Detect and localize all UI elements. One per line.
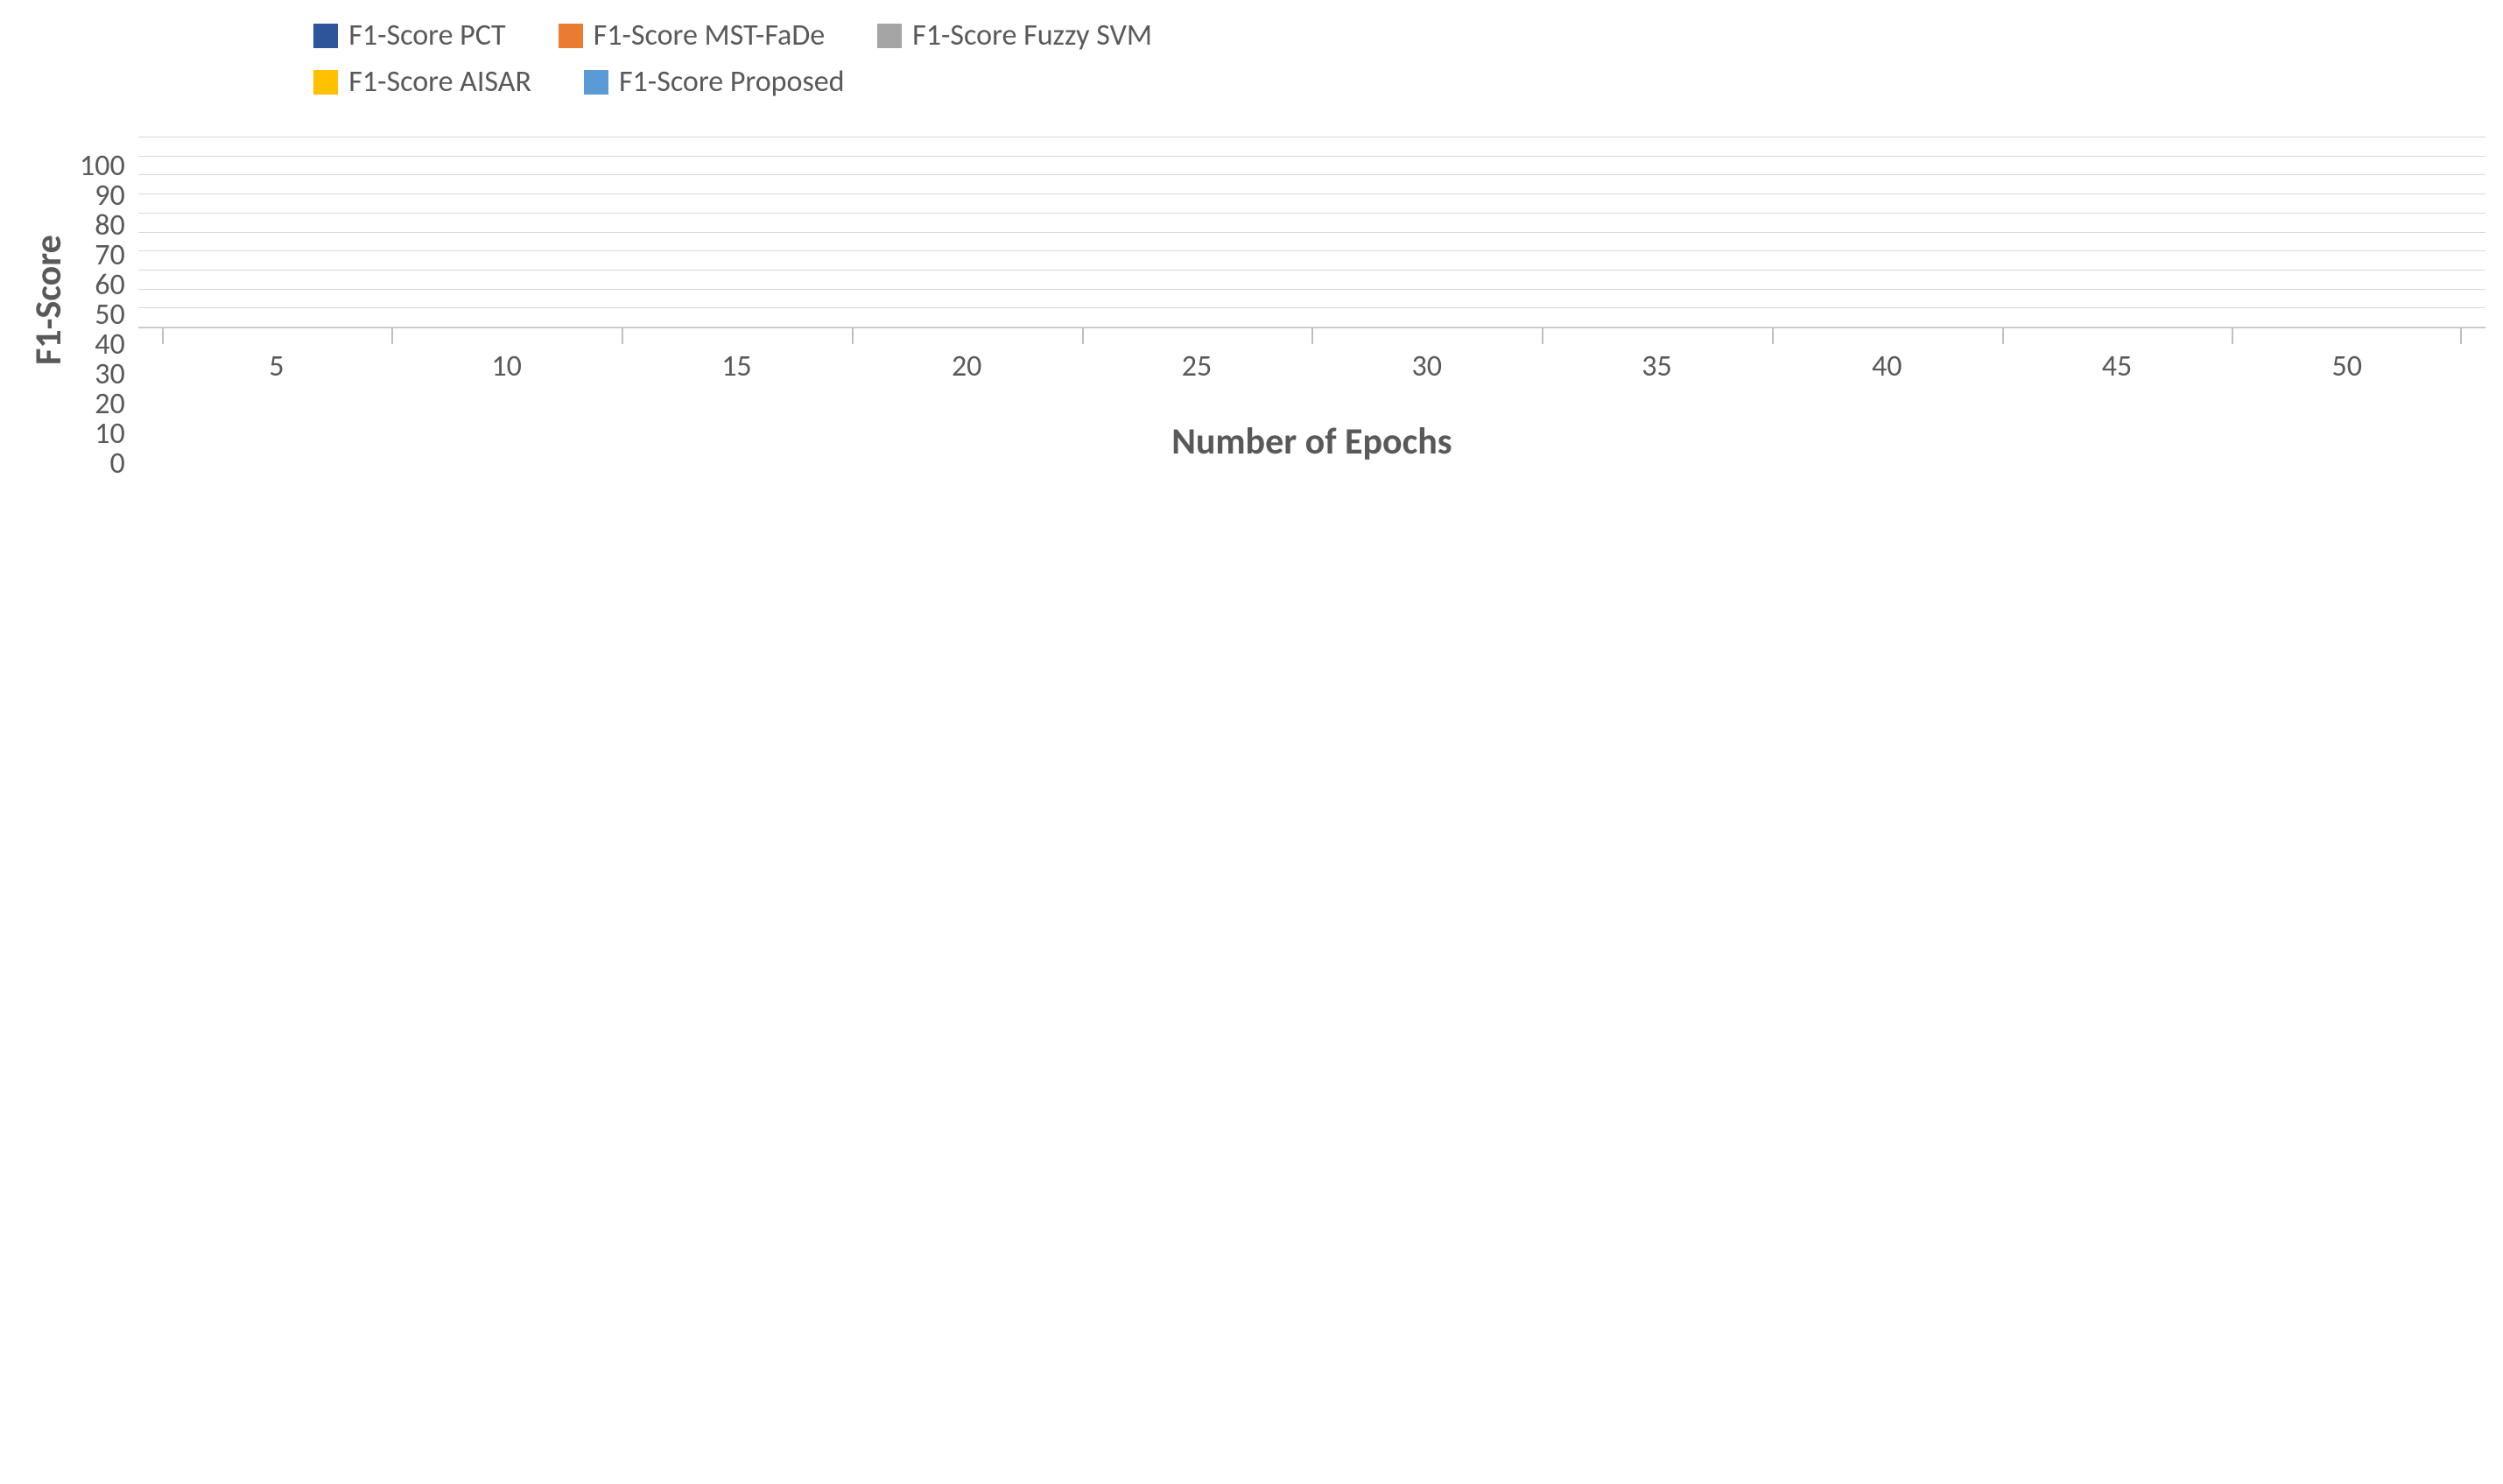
legend-item: F1-Score Proposed <box>584 64 845 100</box>
x-axis-title: Number of Epochs <box>138 419 2485 464</box>
x-tick-mark <box>2002 328 2232 344</box>
x-tick-label: 10 <box>391 348 622 384</box>
x-tick-mark <box>2232 328 2462 344</box>
y-tick-label: 70 <box>80 241 125 271</box>
x-tick-label: 40 <box>1772 348 2002 384</box>
y-tick-label: 40 <box>80 330 125 360</box>
x-tick-label: 25 <box>1082 348 1312 384</box>
legend-swatch <box>584 70 608 95</box>
legend-label: F1-Score Fuzzy SVM <box>912 18 1152 53</box>
legend-label: F1-Score MST-FaDe <box>594 18 826 53</box>
legend: F1-Score PCT F1-Score MST-FaDe F1-Score Fu… <box>18 18 2485 110</box>
x-tick-mark <box>391 328 622 344</box>
legend-label: F1-Score Proposed <box>619 64 845 100</box>
legend-item: F1-Score PCT <box>313 18 505 53</box>
x-tick-mark <box>162 328 392 344</box>
y-tick-label: 0 <box>80 449 125 479</box>
legend-label: F1-Score PCT <box>348 18 505 53</box>
x-tick-mark <box>1772 328 2002 344</box>
x-tick-label: 35 <box>1542 348 1772 384</box>
x-tick-label: 50 <box>2232 348 2462 384</box>
legend-swatch <box>559 24 583 48</box>
y-tick-label: 80 <box>80 211 125 241</box>
legend-swatch <box>877 24 902 48</box>
y-axis-labels: 1009080706050403020100 <box>80 137 138 464</box>
x-tick-label: 5 <box>162 348 392 384</box>
y-tick-label: 90 <box>80 181 125 211</box>
axis-row: F1-Score 1009080706050403020100 51015202… <box>18 137 2485 464</box>
y-tick-label: 60 <box>80 271 125 300</box>
legend-item: F1-Score MST-FaDe <box>559 18 826 53</box>
x-tick-mark <box>1311 328 1542 344</box>
x-tick-label: 20 <box>852 348 1082 384</box>
legend-swatch <box>313 70 338 95</box>
y-axis-title: F1-Score <box>18 137 80 464</box>
y-tick-label: 100 <box>80 151 125 181</box>
y-tick-label: 50 <box>80 300 125 330</box>
y-tick-label: 30 <box>80 360 125 390</box>
x-tick-label: 30 <box>1311 348 1542 384</box>
legend-label: F1-Score AISAR <box>348 64 531 100</box>
plot-area <box>138 137 2485 328</box>
y-tick-label: 20 <box>80 390 125 419</box>
legend-swatch <box>313 24 338 48</box>
legend-item: F1-Score Fuzzy SVM <box>877 18 1152 53</box>
bars-container <box>138 137 2485 327</box>
x-tick-mark <box>1542 328 1772 344</box>
x-tick-mark <box>852 328 1082 344</box>
x-tick-label: 15 <box>622 348 852 384</box>
plot-column: 5101520253035404550 Number of Epochs <box>138 137 2485 464</box>
legend-item: F1-Score AISAR <box>313 64 531 100</box>
chart-container: F1-Score PCT F1-Score MST-FaDe F1-Score Fu… <box>18 18 2485 464</box>
x-axis-labels: 5101520253035404550 <box>138 348 2485 384</box>
x-tick-marks <box>138 328 2485 344</box>
y-tick-label: 10 <box>80 419 125 449</box>
x-tick-label: 45 <box>2002 348 2232 384</box>
x-tick-mark <box>622 328 852 344</box>
x-tick-mark <box>1082 328 1312 344</box>
